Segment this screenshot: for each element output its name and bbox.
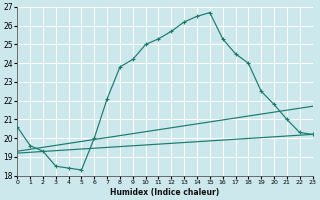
X-axis label: Humidex (Indice chaleur): Humidex (Indice chaleur) bbox=[110, 188, 220, 197]
